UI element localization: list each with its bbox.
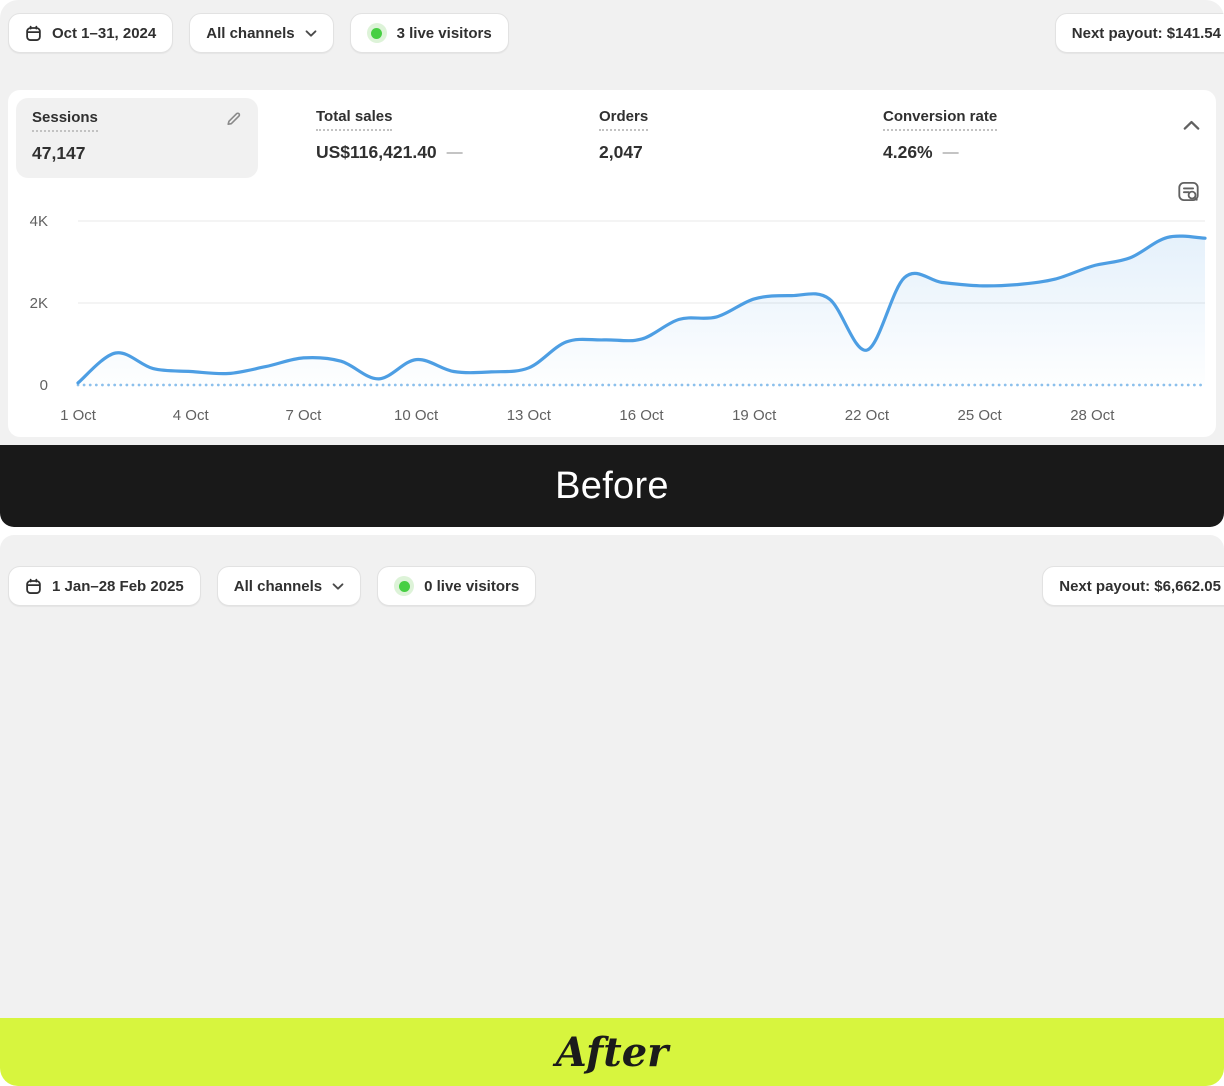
metric-value: 47,147 (32, 143, 86, 163)
svg-text:7 Oct: 7 Oct (285, 407, 322, 424)
chevron-down-icon (305, 29, 317, 38)
svg-text:10 Oct: 10 Oct (394, 407, 439, 424)
date-range-picker[interactable]: 1 Jan–28 Feb 2025 (8, 566, 201, 606)
calendar-icon (25, 25, 42, 42)
before-band-label: Before (555, 464, 669, 507)
svg-text:2K: 2K (30, 295, 48, 312)
chevron-down-icon (332, 582, 344, 591)
before-toolbar: Oct 1–31, 2024 All channels 3 live visit… (8, 13, 509, 53)
metric-orders[interactable]: Orders 2,047 (599, 108, 649, 163)
channels-dropdown[interactable]: All channels (216, 566, 362, 606)
metric-conversion-rate[interactable]: Conversion rate 4.26% — (883, 108, 998, 163)
live-visitors-label: 0 live visitors (424, 577, 520, 595)
metric-sessions[interactable]: Sessions 47,147 (16, 98, 258, 178)
svg-text:22 Oct: 22 Oct (845, 407, 890, 424)
live-indicator-icon (394, 576, 415, 596)
date-range-label: Oct 1–31, 2024 (52, 24, 157, 42)
pencil-edit-icon[interactable] (225, 110, 242, 127)
svg-text:0: 0 (40, 377, 48, 394)
after-band: After (0, 1018, 1224, 1086)
metric-total-sales[interactable]: Total sales US$116,421.40 — (316, 108, 463, 163)
next-payout-label: Next payout: $6,662.05 (1059, 577, 1221, 595)
svg-text:28 Oct: 28 Oct (1070, 407, 1115, 424)
channels-label: All channels (206, 24, 295, 42)
svg-text:1 Oct: 1 Oct (60, 407, 97, 424)
svg-text:4K: 4K (30, 213, 48, 230)
before-panel: Oct 1–31, 2024 All channels 3 live visit… (0, 0, 1224, 445)
report-magnify-icon[interactable] (1177, 180, 1200, 208)
next-payout-button[interactable]: Next payout: $141.54 (1054, 13, 1224, 53)
channels-dropdown[interactable]: All channels (189, 13, 334, 53)
metric-value: US$116,421.40 (316, 142, 437, 162)
metric-label: Orders (599, 108, 649, 131)
metric-label: Conversion rate (883, 108, 998, 131)
no-change-dash: — (446, 143, 463, 161)
collapse-chevron-up-icon[interactable] (1183, 118, 1200, 136)
live-visitors-button[interactable]: 0 live visitors (377, 566, 537, 606)
svg-text:25 Oct: 25 Oct (958, 407, 1003, 424)
date-range-label: 1 Jan–28 Feb 2025 (52, 577, 184, 595)
metric-label: Sessions (32, 109, 98, 132)
channels-label: All channels (233, 577, 323, 595)
svg-text:19 Oct: 19 Oct (732, 407, 777, 424)
metric-label: Total sales (316, 108, 393, 131)
calendar-icon (25, 578, 42, 595)
next-payout-label: Next payout: $141.54 (1071, 24, 1221, 42)
metric-value: 2,047 (599, 142, 643, 162)
svg-text:4 Oct: 4 Oct (173, 407, 210, 424)
after-band-label: After (555, 1028, 669, 1076)
next-payout-button[interactable]: Next payout: $6,662.05 (1042, 566, 1224, 606)
sessions-line-chart[interactable]: 0 2K 4K 1 Oct 4 Oct 7 Oct 10 Oct 13 Oct 16 Oct 19… (8, 90, 1216, 437)
svg-text:16 Oct: 16 Oct (619, 407, 664, 424)
metric-value: 4.26% (883, 142, 933, 162)
before-metrics-card: Sessions 47,147 Total sales US$116,421.4… (8, 90, 1216, 437)
date-range-picker[interactable]: Oct 1–31, 2024 (8, 13, 174, 53)
after-toolbar: 1 Jan–28 Feb 2025 All channels 0 live vi… (8, 566, 537, 606)
live-visitors-label: 3 live visitors (396, 24, 492, 42)
before-band: Before (0, 445, 1224, 527)
live-visitors-button[interactable]: 3 live visitors (349, 13, 509, 53)
after-panel: 1 Jan–28 Feb 2025 All channels 0 live vi… (0, 535, 1224, 1018)
no-change-dash: — (942, 143, 959, 161)
svg-text:13 Oct: 13 Oct (507, 407, 552, 424)
live-indicator-icon (366, 23, 387, 43)
